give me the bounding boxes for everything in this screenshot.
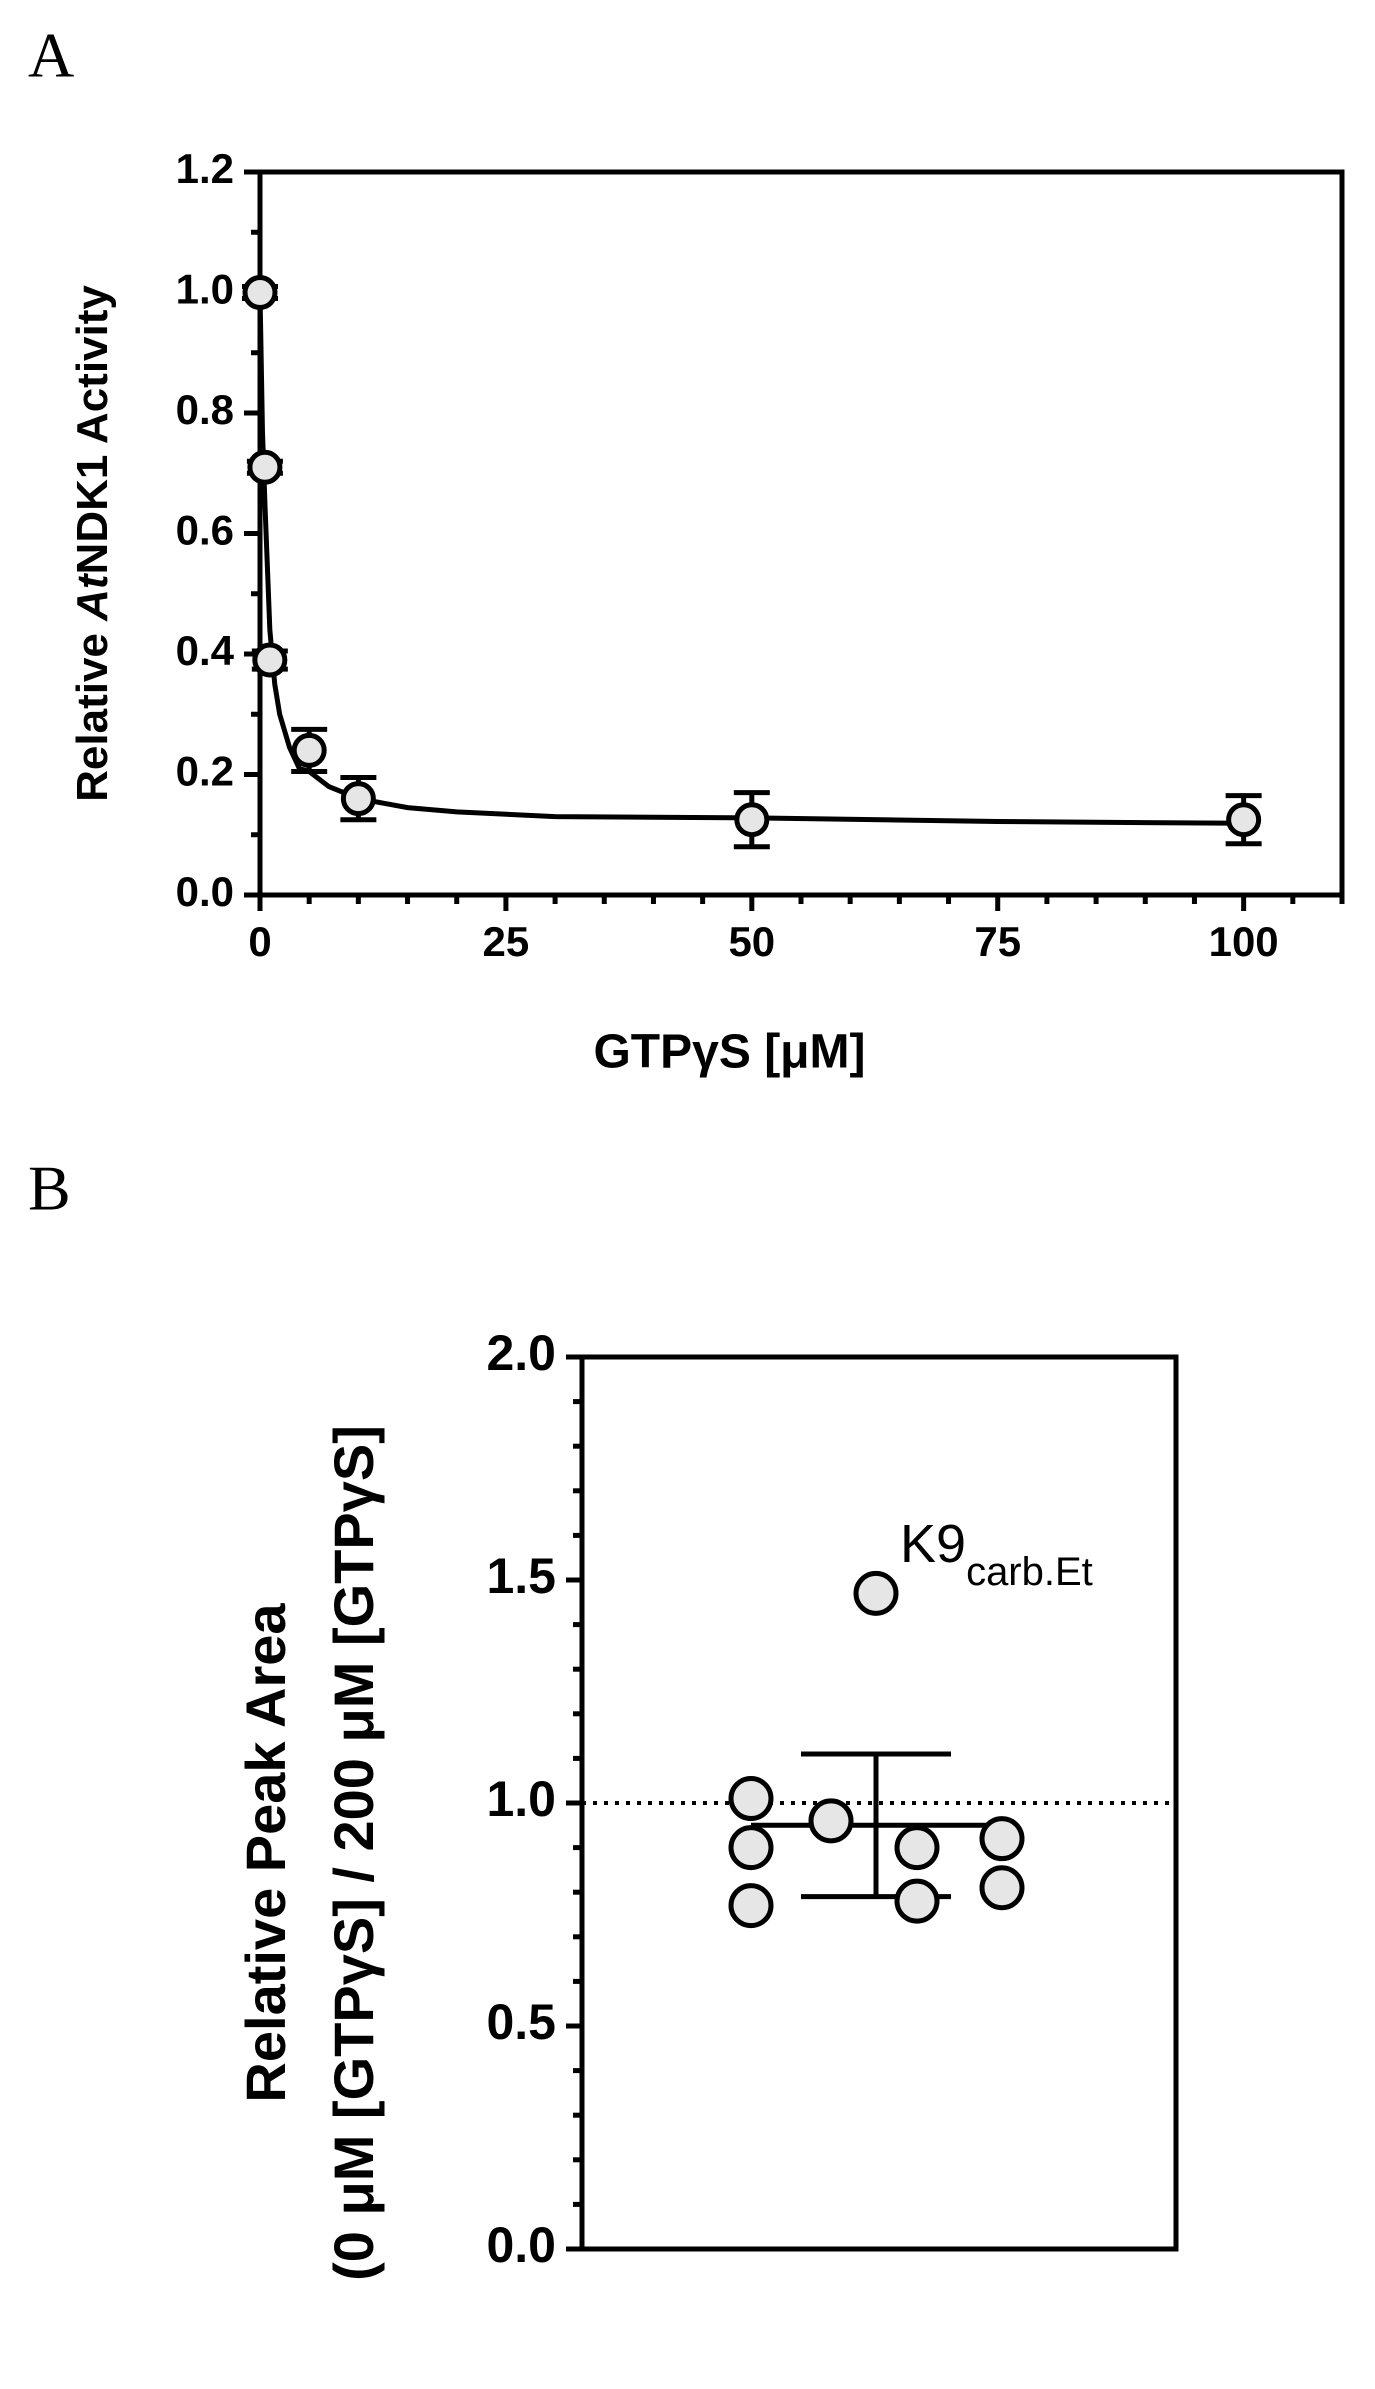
y-axis-title: Relative Peak Area <box>234 1603 297 2103</box>
y-tick-label: 0.8 <box>176 386 234 433</box>
x-tick-label: 100 <box>1209 918 1279 965</box>
y-tick-label: 0.4 <box>176 627 235 674</box>
fit-curve <box>257 292 1244 826</box>
y-axis-title: Relative AtNDK1 Activity <box>68 285 117 802</box>
data-point <box>340 781 376 817</box>
data-point <box>979 1865 1025 1911</box>
data-point <box>247 449 283 485</box>
annotation-subscript: carb.Et <box>966 1550 1093 1594</box>
data-point <box>1226 802 1262 838</box>
data-point <box>728 1776 774 1822</box>
y-tick-label: 0.5 <box>486 1994 556 2050</box>
plot-frame <box>257 169 1345 898</box>
data-point <box>894 1825 940 1871</box>
y-tick-label: 1.5 <box>486 1548 556 1604</box>
data-point <box>291 732 327 768</box>
y-tick-label: 1.2 <box>176 145 234 192</box>
annotation: K9carb.Et <box>900 1514 1093 1593</box>
data-point <box>734 802 770 838</box>
x-tick-label: 50 <box>728 918 775 965</box>
x-axis-title: GTPγS [μM] <box>593 1026 865 1079</box>
annotation-text: K9 <box>900 1514 966 1574</box>
panel-label: B <box>28 1153 71 1224</box>
data-point <box>728 1883 774 1929</box>
x-tick-label: 75 <box>974 918 1021 965</box>
y-tick-label: 0.6 <box>176 507 234 554</box>
y-axis-title-part: NDK1 Activity <box>68 285 117 575</box>
y-tick-label: 0.0 <box>176 868 234 915</box>
x-tick-label: 0 <box>248 918 271 965</box>
x-tick-label: 25 <box>483 918 530 965</box>
y-tick-label: 1.0 <box>176 266 234 313</box>
data-point <box>979 1816 1025 1862</box>
data-point <box>894 1878 940 1924</box>
data-point <box>728 1825 774 1871</box>
panel-label: A <box>28 20 74 91</box>
y-tick-label: 1.0 <box>486 1771 556 1827</box>
y-tick-label: 0.0 <box>486 2217 556 2273</box>
y-tick-label: 0.2 <box>176 748 234 795</box>
y-axis-title-part: Relative <box>68 621 117 802</box>
data-point <box>242 275 278 310</box>
data-point <box>853 1570 899 1616</box>
data-point <box>252 642 288 678</box>
y-axis-title: (0 μM [GTPγS] / 200 μM [GTPγS] <box>322 1425 385 2281</box>
data-point <box>808 1798 854 1844</box>
y-tick-label: 2.0 <box>486 1325 556 1381</box>
y-axis-title-part: At <box>68 572 117 622</box>
